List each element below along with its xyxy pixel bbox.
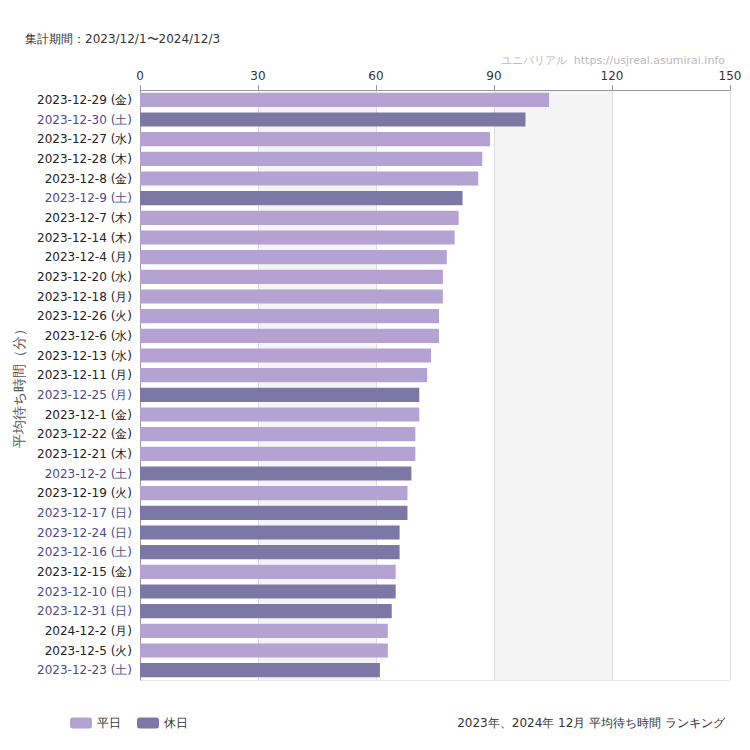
svg-text:2023-12-24 (日): 2023-12-24 (日) (37, 526, 132, 540)
svg-text:2023-12-15 (金): 2023-12-15 (金) (37, 565, 132, 579)
svg-text:集計期間：2023/12/1〜2024/12/3: 集計期間：2023/12/1〜2024/12/3 (25, 32, 220, 46)
svg-text:2023-12-17 (日): 2023-12-17 (日) (37, 506, 132, 520)
svg-text:2023-12-11 (月): 2023-12-11 (月) (37, 368, 132, 382)
svg-text:90: 90 (486, 69, 501, 83)
svg-text:2023-12-10 (日): 2023-12-10 (日) (37, 585, 132, 599)
svg-text:2023-12-4 (月): 2023-12-4 (月) (45, 250, 132, 264)
svg-text:2023-12-25 (月): 2023-12-25 (月) (37, 388, 132, 402)
svg-text:2023-12-30 (土): 2023-12-30 (土) (37, 113, 132, 127)
svg-text:2023-12-14 (木): 2023-12-14 (木) (37, 231, 132, 245)
svg-text:2023-12-7 (木): 2023-12-7 (木) (45, 211, 132, 225)
svg-text:60: 60 (368, 69, 383, 83)
svg-text:2023-12-27 (水): 2023-12-27 (水) (37, 132, 132, 146)
svg-text:2023-12-2 (土): 2023-12-2 (土) (45, 467, 132, 481)
svg-text:2023-12-5 (火): 2023-12-5 (火) (45, 644, 132, 658)
svg-text:0: 0 (136, 69, 144, 83)
svg-text:2023-12-21 (木): 2023-12-21 (木) (37, 447, 132, 461)
svg-text:2023-12-23 (土): 2023-12-23 (土) (37, 663, 132, 677)
svg-text:150: 150 (719, 69, 742, 83)
svg-text:2023-12-16 (土): 2023-12-16 (土) (37, 545, 132, 559)
svg-text:平日: 平日 (97, 716, 121, 730)
svg-text:2023-12-18 (月): 2023-12-18 (月) (37, 290, 132, 304)
svg-text:2024-12-2 (月): 2024-12-2 (月) (45, 624, 132, 638)
svg-text:2023-12-22 (金): 2023-12-22 (金) (37, 427, 132, 441)
svg-text:2023-12-19 (火): 2023-12-19 (火) (37, 486, 132, 500)
svg-text:2023-12-20 (水): 2023-12-20 (水) (37, 270, 132, 284)
svg-text:2023-12-13 (水): 2023-12-13 (水) (37, 349, 132, 363)
svg-text:2023年、2024年 12月 平均待ち時間 ランキング: 2023年、2024年 12月 平均待ち時間 ランキング (457, 716, 726, 730)
svg-text:休日: 休日 (164, 716, 188, 730)
svg-text:30: 30 (250, 69, 265, 83)
svg-text:ユニバリアル https://usjreal.asumir: ユニバリアル https://usjreal.asumirai.info (501, 54, 725, 67)
svg-text:120: 120 (601, 69, 624, 83)
svg-text:2023-12-1 (金): 2023-12-1 (金) (45, 408, 132, 422)
svg-text:2023-12-31 (日): 2023-12-31 (日) (37, 604, 132, 618)
svg-text:2023-12-28 (木): 2023-12-28 (木) (37, 152, 132, 166)
svg-text:2023-12-9 (土): 2023-12-9 (土) (45, 191, 132, 205)
svg-text:2023-12-6 (水): 2023-12-6 (水) (45, 329, 132, 343)
svg-text:平均待ち時間（分）: 平均待ち時間（分） (11, 322, 27, 448)
svg-text:2023-12-29 (金): 2023-12-29 (金) (37, 93, 132, 107)
svg-text:2023-12-26 (火): 2023-12-26 (火) (37, 309, 132, 323)
svg-text:2023-12-8 (金): 2023-12-8 (金) (45, 172, 132, 186)
